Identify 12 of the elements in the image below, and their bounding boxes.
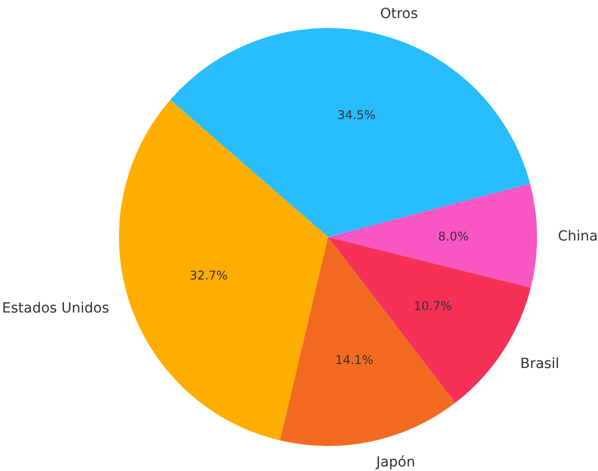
data-label: 8.0% bbox=[438, 229, 469, 244]
data-label: 10.7% bbox=[414, 298, 452, 313]
slice-label: Otros bbox=[380, 6, 418, 22]
pie-slice bbox=[119, 100, 328, 440]
slice-label: Brasil bbox=[520, 356, 560, 372]
data-label: 14.1% bbox=[335, 352, 374, 367]
pie-slice bbox=[328, 184, 537, 288]
data-label: 32.7% bbox=[190, 268, 228, 283]
slice-label: Estados Unidos bbox=[2, 300, 110, 316]
slice-label: Japón bbox=[375, 454, 416, 471]
data-label: 34.5% bbox=[337, 108, 376, 122]
slice-label: China bbox=[558, 228, 598, 244]
